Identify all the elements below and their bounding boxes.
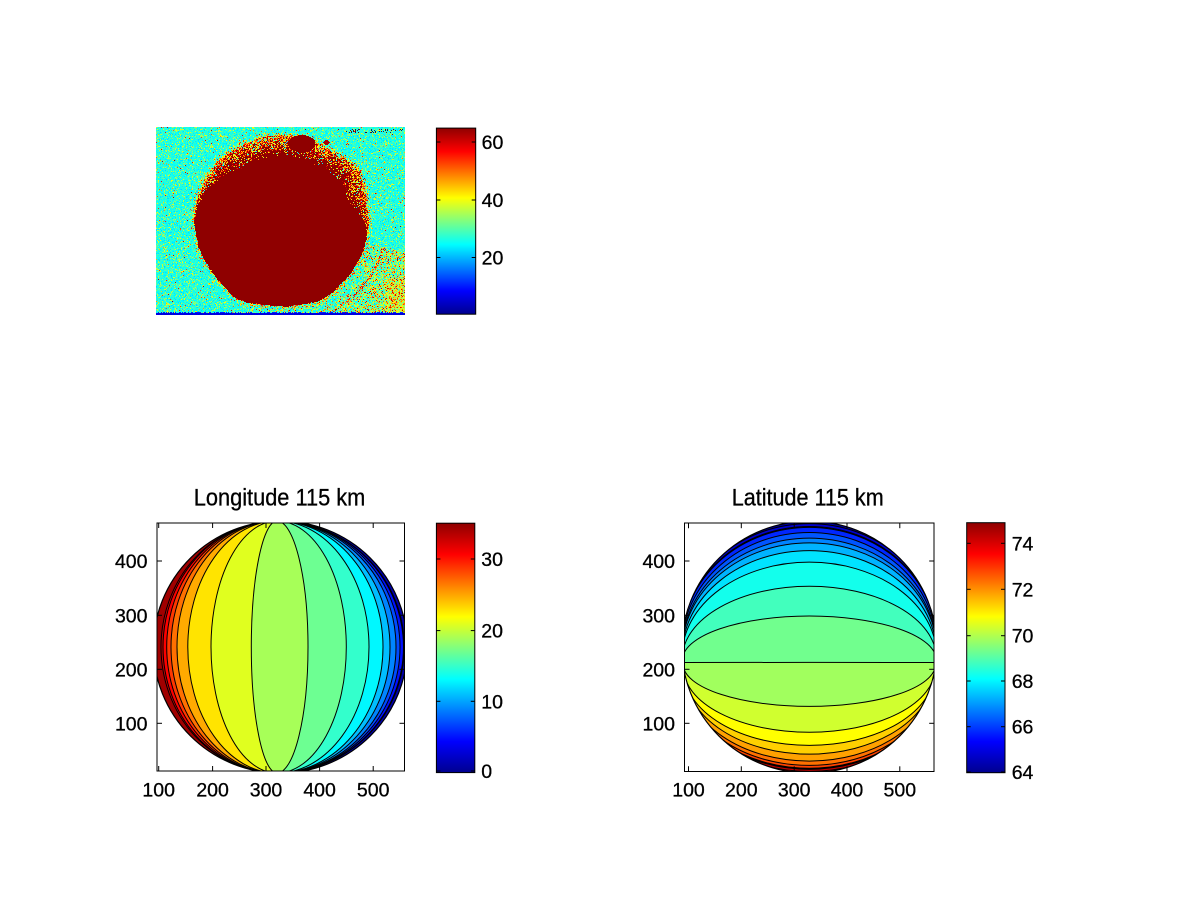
- svg-text:20: 20: [481, 621, 503, 643]
- svg-text:66: 66: [1012, 717, 1034, 739]
- svg-text:300: 300: [778, 780, 811, 802]
- svg-text:40: 40: [482, 190, 504, 212]
- svg-text:100: 100: [672, 780, 705, 802]
- svg-text:400: 400: [831, 780, 864, 802]
- svg-text:500: 500: [884, 780, 917, 802]
- svg-text:Longitude 115 km: Longitude 115 km: [194, 485, 366, 511]
- svg-text:300: 300: [115, 605, 148, 627]
- svg-text:300: 300: [250, 780, 283, 802]
- svg-text:100: 100: [642, 713, 675, 735]
- svg-text:30: 30: [481, 549, 503, 571]
- svg-text:500: 500: [357, 780, 390, 802]
- svg-text:100: 100: [142, 780, 175, 802]
- svg-text:400: 400: [642, 551, 675, 573]
- svg-text:70: 70: [1012, 626, 1034, 648]
- svg-text:300: 300: [642, 605, 675, 627]
- svg-text:Latitude 115 km: Latitude 115 km: [732, 485, 884, 511]
- svg-text:200: 200: [725, 780, 758, 802]
- svg-text:72: 72: [1012, 579, 1034, 601]
- svg-text:74: 74: [1012, 533, 1034, 555]
- svg-text:400: 400: [303, 780, 336, 802]
- svg-text:10: 10: [481, 691, 503, 713]
- svg-text:400: 400: [115, 551, 148, 573]
- svg-text:68: 68: [1012, 671, 1034, 693]
- svg-text:100: 100: [115, 713, 148, 735]
- svg-text:20: 20: [482, 248, 504, 270]
- svg-text:0: 0: [481, 761, 492, 783]
- svg-text:60: 60: [482, 132, 504, 154]
- svg-text:200: 200: [115, 659, 148, 681]
- svg-text:64: 64: [1012, 762, 1034, 784]
- svg-text:200: 200: [196, 780, 229, 802]
- svg-text:200: 200: [642, 659, 675, 681]
